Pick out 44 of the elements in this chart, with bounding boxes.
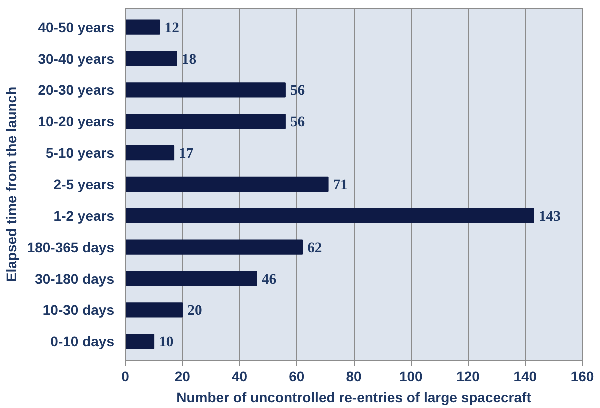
data-label: 56 (290, 83, 306, 100)
bar (126, 176, 329, 192)
y-tick-label: 30-40 years (38, 50, 115, 67)
bar (126, 271, 258, 286)
y-tick-label: 10-30 days (42, 302, 115, 318)
y-axis-title: Elapsed time from the launch (3, 86, 20, 282)
data-label: 10 (159, 334, 174, 351)
bar (126, 51, 178, 66)
x-tick-label: 0 (122, 368, 130, 384)
bar (126, 146, 175, 161)
y-tick-label: 0-10 days (50, 334, 115, 350)
data-label: 20 (188, 303, 202, 320)
x-tick-label: 100 (399, 368, 424, 384)
bar (126, 302, 184, 318)
data-label: 71 (333, 178, 348, 194)
y-tick-label: 30-180 days (35, 270, 115, 287)
bar (126, 20, 160, 35)
bar (126, 114, 286, 130)
bar (126, 82, 286, 98)
x-tick-label: 80 (346, 368, 362, 384)
data-label: 17 (179, 146, 194, 162)
x-tick-label: 160 (570, 368, 594, 384)
bar (126, 334, 155, 350)
data-label: 18 (182, 52, 197, 68)
data-label: 62 (308, 240, 322, 256)
bar (126, 240, 304, 255)
x-tick-label: 140 (514, 368, 538, 384)
x-axis-title: Number of uncontrolled re-entries of large spacecraft (176, 390, 532, 406)
y-tick-label: 1-2 years (54, 208, 115, 224)
y-tick-label: 40-50 years (38, 19, 115, 36)
data-label: 12 (164, 20, 180, 36)
y-tick-label: 5-10 years (46, 145, 115, 162)
x-tick-label: 20 (174, 368, 191, 384)
data-label: 56 (290, 114, 306, 131)
x-tick-label: 40 (232, 368, 248, 384)
x-tick-label: 60 (289, 368, 305, 384)
y-tick-label: 10-20 years (38, 114, 115, 130)
y-tick-label: 2-5 years (54, 176, 115, 192)
x-tick-label: 120 (456, 368, 480, 384)
bar (126, 208, 534, 224)
data-label: 46 (262, 272, 277, 288)
y-tick-label: 20-30 years (38, 82, 115, 98)
y-tick-label: 180-365 days (27, 239, 115, 256)
data-label: 143 (538, 208, 561, 225)
